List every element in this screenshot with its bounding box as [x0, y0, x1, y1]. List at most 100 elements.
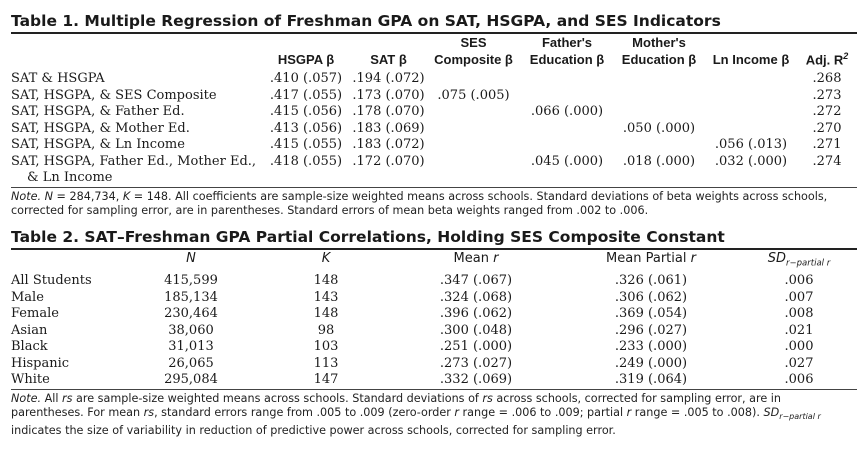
table2-cell-k: 147	[313, 372, 339, 388]
table1-cell-adj: .270	[812, 120, 842, 136]
table1-cell-hsgpa: .415 (.056)	[269, 104, 343, 119]
table1-cell-ses	[426, 121, 521, 138]
table2-cell-mean-r: .332 (.069)	[439, 372, 513, 388]
table1-row-label: SAT, HSGPA, & Ln Income	[11, 137, 261, 154]
table2-cell-partial: .369 (.054)	[614, 306, 688, 322]
table2-cell-partial: .306 (.062)	[614, 289, 688, 305]
table1-cell-lninc	[705, 71, 797, 88]
table2-row: Black 31,013 103 .251 (.000) .233 (.000) .000	[11, 339, 857, 356]
n-var: N	[186, 250, 196, 266]
table1-header-father: Father's Education β	[521, 34, 613, 71]
table2-cell-mean-r: .396 (.062)	[439, 306, 513, 322]
table1-cell-adj: .274	[812, 153, 842, 169]
table1-header-mother: Mother's Education β	[613, 34, 705, 71]
note-lead: Note.	[11, 189, 42, 203]
table1-cell-hsgpa: .410 (.057)	[269, 71, 343, 86]
table1-title: Table 1. Multiple Regression of Freshman…	[11, 12, 721, 30]
table2-row-label: White	[11, 372, 50, 388]
table1-top-rule	[11, 32, 857, 34]
table1-cell-father	[521, 121, 613, 138]
note2-lead: Note.	[11, 391, 42, 405]
table2-header-stub	[11, 250, 121, 274]
table1-row: SAT, HSGPA, & Ln Income .415 (.055) .183 (…	[11, 137, 857, 154]
table1-row-label: SAT & HSGPA	[11, 71, 261, 88]
table2-cell-sd: .006	[784, 273, 814, 289]
mother-line2: Education β	[621, 52, 697, 67]
table2-bottom-rule	[11, 388, 857, 390]
mean-r-pre: Mean	[453, 250, 494, 266]
table1-note: Note. N = 284,734, K = 148. All coeffici…	[11, 188, 857, 218]
table1-body: SAT & HSGPA .410 (.057) .194 (.072) .268 SAT…	[11, 71, 857, 187]
table2-header-mean-r: Mean r	[391, 250, 561, 274]
table2-cell-n: 185,134	[164, 289, 218, 305]
row-label-line1: SAT, HSGPA, & Father Ed.	[11, 104, 185, 119]
adj-label: Adj. R	[805, 52, 844, 67]
note2-p2: are sample-size weighted means across sc…	[72, 391, 483, 405]
table1-cell-adj: .271	[812, 137, 842, 152]
table1-cell-lninc	[705, 121, 797, 138]
sd-var: SD	[767, 250, 787, 266]
ses-line1: SES	[460, 35, 487, 50]
table1-header-stub	[11, 34, 261, 71]
table2-header-sd: SDr−partial r	[741, 250, 857, 274]
table1: HSGPA β SAT β SES Composite β Father's Edu…	[11, 34, 857, 187]
table1-cell-sat: .173 (.070)	[352, 87, 425, 103]
table2-cell-partial: .233 (.000)	[614, 339, 688, 355]
table1-cell-sat: .178 (.070)	[352, 104, 425, 119]
note2-p7: indicates the size of variability in red…	[11, 423, 616, 437]
table1-cell-father	[521, 88, 613, 105]
table2-cell-partial: .319 (.064)	[614, 372, 688, 388]
ses-line2: Composite β	[434, 52, 513, 67]
note2-p4: , standard errors range from .005 to .00…	[154, 405, 455, 419]
note-n-eq: = 284,734,	[52, 189, 123, 203]
father-line1: Father's	[541, 35, 593, 50]
table1-cell-father: .045 (.000)	[530, 153, 604, 169]
table1-row-label: SAT, HSGPA, & Mother Ed.	[11, 121, 261, 138]
table1-row: SAT, HSGPA, & Mother Ed. .413 (.056) .183 …	[11, 121, 857, 138]
table1-cell-mother: .018 (.000)	[622, 153, 696, 169]
table1-cell-ses	[426, 137, 521, 154]
table2-cell-sd: .027	[784, 355, 814, 371]
table1-cell-father	[521, 71, 613, 88]
father-line2: Education β	[529, 52, 605, 67]
table2-cell-partial: .296 (.027)	[614, 322, 688, 338]
table2-cell-mean-r: .300 (.048)	[439, 322, 513, 338]
note2-p5: range = .006 to .009; partial	[459, 405, 627, 419]
table1-header-hsgpa: HSGPA β	[277, 52, 335, 67]
row-label-line1: SAT, HSGPA, Father Ed., Mother Ed.,	[11, 153, 257, 169]
table2-row-label: All Students	[11, 273, 92, 289]
k-var: K	[321, 250, 331, 266]
table2-row-label: Hispanic	[11, 355, 70, 371]
table2-cell-sd: .006	[784, 372, 814, 388]
table2-cell-sd: .021	[784, 322, 814, 338]
table2-cell-partial: .249 (.000)	[614, 355, 688, 371]
table2-row: Male 185,134 143 .324 (.068) .306 (.062) .007	[11, 290, 857, 307]
table2-cell-n: 415,599	[164, 273, 218, 289]
note2-p3: across schools, corrected for sampling e…	[11, 391, 781, 419]
table1-header-adj: Adj. R2	[797, 34, 857, 71]
table2-cell-sd: .008	[784, 306, 814, 322]
table1-cell-hsgpa: .417 (.055)	[269, 87, 343, 103]
document-page: Table 1. Multiple Regression of Freshman…	[11, 10, 857, 438]
row-label-line1: SAT & HSGPA	[11, 71, 105, 86]
table1-header-sat: SAT β	[370, 52, 407, 67]
table1-cell-hsgpa: .413 (.056)	[269, 120, 343, 136]
table1-cell-sat: .183 (.069)	[352, 120, 425, 136]
note2-rs2: rs	[482, 391, 493, 405]
table1-row: SAT, HSGPA, & Father Ed. .415 (.056) .178 …	[11, 104, 857, 121]
table2-cell-sd: .000	[784, 339, 814, 355]
note2-p6: range = .005 to .008).	[631, 405, 764, 419]
table1-bottom-rule	[11, 186, 857, 188]
table2-cell-k: 98	[317, 322, 335, 338]
table2: N K Mean r Mean Partial r SDr−partial r …	[11, 250, 857, 389]
table2-cell-n: 26,065	[168, 355, 214, 371]
table2-row: White 295,084 147 .332 (.069) .319 (.064) .00…	[11, 372, 857, 389]
table2-note: Note. All rs are sample-size weighted me…	[11, 390, 857, 438]
table1-cell-ses	[426, 104, 521, 121]
adj-sup: 2	[843, 50, 849, 61]
note2-p1: All	[41, 391, 63, 405]
row-label-line1: SAT, HSGPA, & SES Composite	[11, 87, 217, 103]
table1-header-ses: SES Composite β	[426, 34, 521, 71]
note2-r1: r	[454, 405, 459, 419]
table2-row: All Students 415,599 148 .347 (.067) .326 (.…	[11, 273, 857, 290]
